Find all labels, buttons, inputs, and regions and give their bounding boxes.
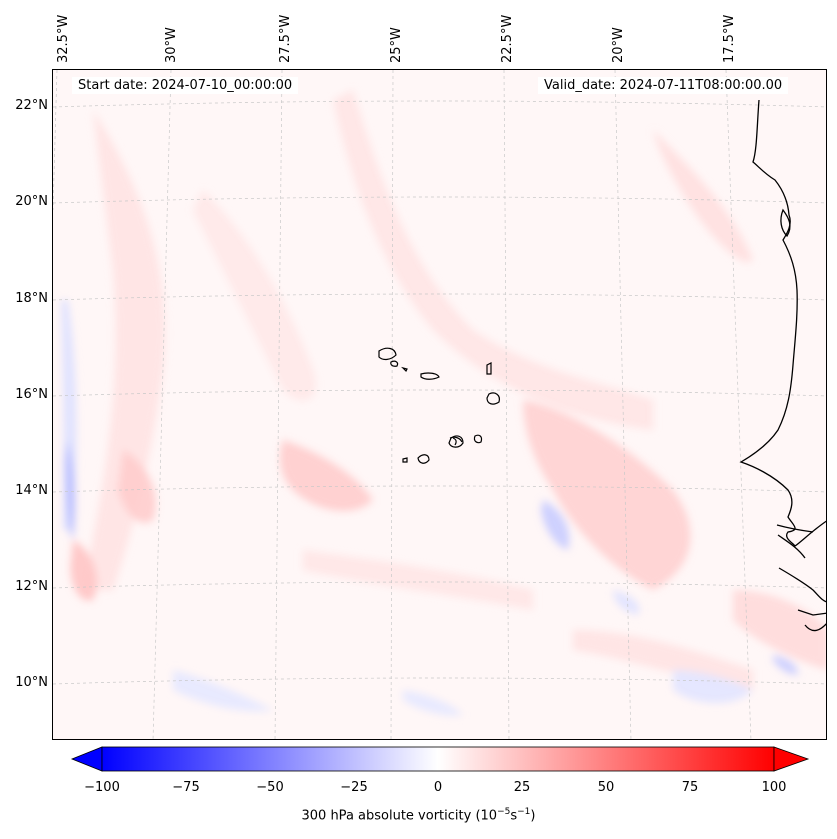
lon-label-25w: 25°W bbox=[389, 27, 404, 63]
colorbar-tick: 25 bbox=[513, 780, 531, 795]
colorbar-tick: 0 bbox=[433, 780, 443, 795]
lon-label-32-5w: 32.5°W bbox=[56, 14, 71, 63]
vorticity-shading bbox=[61, 90, 826, 716]
colorbar-tick: −75 bbox=[172, 780, 200, 795]
colorbar-gradient bbox=[101, 746, 775, 772]
colorbar-low-extend bbox=[70, 746, 103, 772]
lon-label-27-5w: 27.5°W bbox=[278, 14, 293, 63]
islands bbox=[378, 347, 500, 464]
lat-label-10n: 10°N bbox=[15, 675, 48, 690]
lon-label-17-5w: 17.5°W bbox=[722, 14, 737, 63]
lat-label-12n: 12°N bbox=[15, 579, 48, 594]
colorbar-tick: −50 bbox=[256, 780, 284, 795]
vorticity-field bbox=[53, 70, 826, 739]
colorbar-tick: −100 bbox=[84, 780, 120, 795]
colorbar-tick: 75 bbox=[681, 780, 699, 795]
lon-label-22-5w: 22.5°W bbox=[500, 14, 515, 63]
coastline bbox=[739, 99, 826, 632]
lat-label-20n: 20°N bbox=[15, 194, 48, 209]
colorbar-tick: 100 bbox=[761, 780, 787, 795]
colorbar-high-extend bbox=[773, 746, 810, 772]
lat-label-18n: 18°N bbox=[15, 291, 48, 306]
colorbar bbox=[70, 746, 810, 772]
lon-label-20w: 20°W bbox=[611, 27, 626, 63]
graticule bbox=[53, 70, 826, 739]
colorbar-tick: −25 bbox=[340, 780, 368, 795]
colorbar-tick: 50 bbox=[597, 780, 615, 795]
map-panel bbox=[52, 69, 827, 740]
valid-date-label: Valid_date: 2024-07-11T08:00:00.00 bbox=[538, 77, 789, 94]
lat-label-22n: 22°N bbox=[15, 98, 48, 113]
lat-label-14n: 14°N bbox=[15, 483, 48, 498]
lon-label-30w: 30°W bbox=[164, 27, 179, 63]
lat-label-16n: 16°N bbox=[15, 387, 48, 402]
start-date-label: Start date: 2024-07-10_00:00:00 bbox=[72, 77, 299, 94]
colorbar-label: 300 hPa absolute vorticity (10−5s−1) bbox=[301, 807, 536, 824]
